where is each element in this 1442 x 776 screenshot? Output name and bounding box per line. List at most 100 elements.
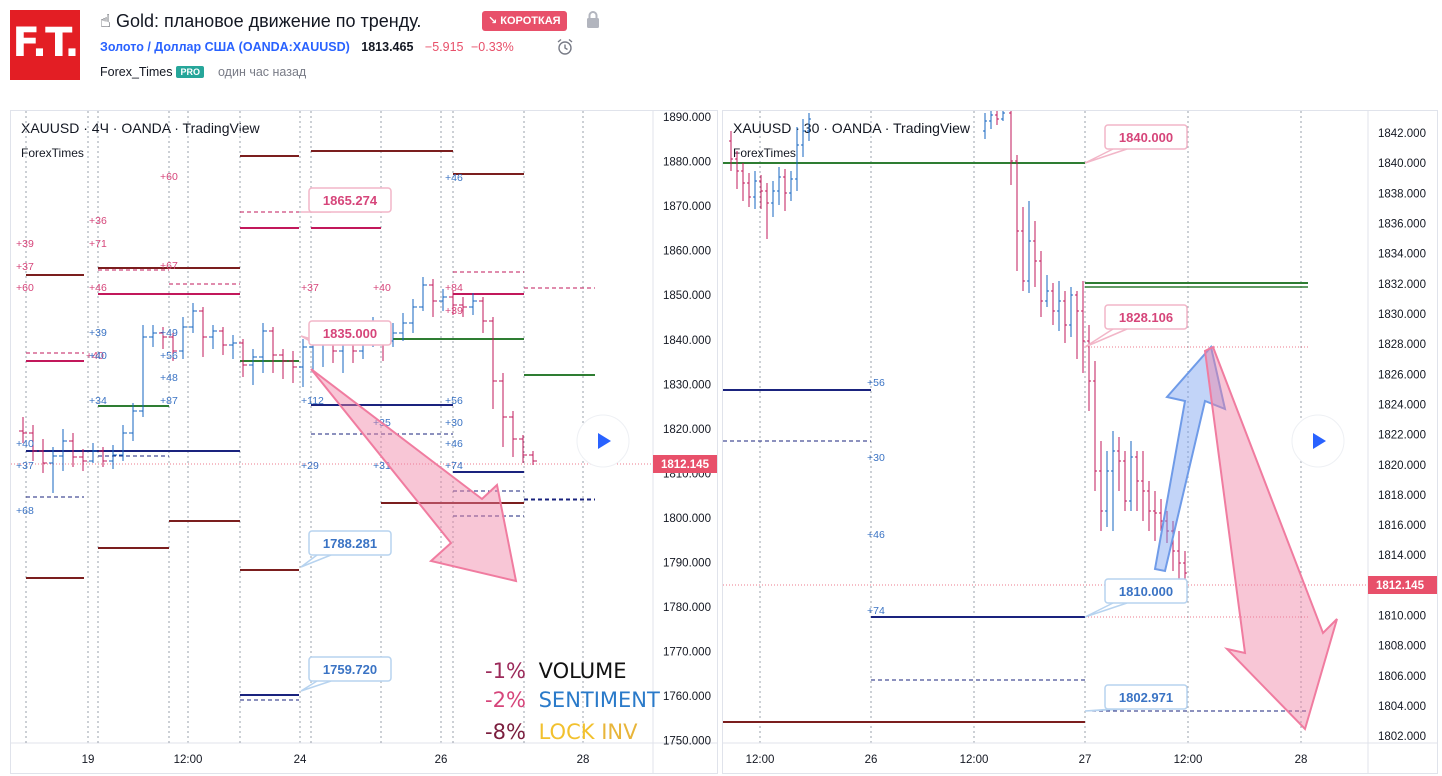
legend-row-sentiment: -2% SENTIMENT <box>485 686 660 715</box>
forecast-arrow-up <box>1153 344 1227 573</box>
level-label: +46 <box>445 172 463 184</box>
play-icon[interactable] <box>1313 433 1326 449</box>
chart-watermark: ForexTimes <box>733 146 796 160</box>
symbol-change-pct: −0.33% <box>470 40 514 54</box>
time-tick-label: 27 <box>1079 754 1092 766</box>
price-tick-label: 1804.000 <box>1378 701 1426 713</box>
level-label: +84 <box>445 282 463 294</box>
level-label: +56 <box>445 395 463 407</box>
author-logo[interactable]: F.T. <box>10 10 80 80</box>
price-tick-label: 1770.000 <box>663 647 711 659</box>
author-name[interactable]: Forex_Times <box>100 65 173 79</box>
price-tick-label: 1832.000 <box>1378 279 1426 291</box>
legend-pct: -1% <box>485 659 526 683</box>
pro-badge: PRO <box>176 66 204 78</box>
level-label: +56 <box>867 377 885 389</box>
price-tick-label: 1760.000 <box>663 691 711 703</box>
right-chart-canvas[interactable]: 12:00 26 12:00 27 12:00 28 1842.000 1840.000 183… <box>723 111 1437 773</box>
level-label: +49 <box>160 327 178 339</box>
level-label: +29 <box>301 460 319 472</box>
price-callout[interactable] <box>1104 124 1188 150</box>
symbol-link[interactable]: Золото / Доллар США (OANDA:XAUUSD) <box>100 40 350 54</box>
price-tick-label: 1810.000 <box>1378 611 1426 623</box>
level-label: +40 <box>373 282 391 294</box>
price-tick-label: 1790.000 <box>663 558 711 570</box>
current-price-badge <box>1368 576 1437 594</box>
price-tick-label: 1850.000 <box>663 290 711 302</box>
price-callout[interactable] <box>308 530 392 556</box>
level-label: +68 <box>16 505 34 517</box>
level-label: +39 <box>89 327 107 339</box>
price-tick-label: 1830.000 <box>663 379 711 391</box>
legend-extra: INV <box>601 720 638 744</box>
chart-legend: -1% VOLUME -2% SENTIMENT -8% LOCK INV <box>485 657 660 747</box>
price-tick-label: 1802.000 <box>1378 731 1426 743</box>
published-time: один час назад <box>217 65 307 79</box>
play-icon[interactable] <box>598 433 611 449</box>
left-chart-canvas[interactable]: 19 12:00 24 26 28 1890.000 1880.000 1870.000 186… <box>11 111 717 773</box>
level-label: +39 <box>445 305 463 317</box>
legend-label: SENTIMENT <box>538 688 660 712</box>
price-callout-label: 1828.106 <box>1119 310 1173 325</box>
price-tick-label: 1836.000 <box>1378 218 1426 230</box>
price-tick-label: 1780.000 <box>663 602 711 614</box>
time-tick-label: 12:00 <box>174 754 203 766</box>
callout-pointer <box>300 680 332 692</box>
price-tick-label: 1824.000 <box>1378 399 1426 411</box>
price-callout[interactable] <box>308 320 392 346</box>
logo-text: F.T. <box>12 20 79 66</box>
price-tick-label: 1808.000 <box>1378 641 1426 653</box>
price-callout-label: 1788.281 <box>323 536 377 551</box>
level-label: +87 <box>160 395 178 407</box>
right-chart[interactable]: 12:00 26 12:00 27 12:00 28 1842.000 1840.000 183… <box>722 110 1438 774</box>
current-price-label: 1812.145 <box>1376 580 1425 592</box>
left-chart[interactable]: 19 12:00 24 26 28 1890.000 1880.000 1870.000 186… <box>10 110 718 774</box>
level-label: +37 <box>16 460 34 472</box>
level-label: +40 <box>89 350 107 362</box>
symbol-change: −5.915 <box>424 40 464 54</box>
idea-title: ☝ Gold: плановое движение по тренду. <box>100 11 422 31</box>
author-line: Forex_Times PRO один час назад <box>100 65 306 79</box>
price-tick-label: 1750.000 <box>663 736 711 748</box>
short-badge: ↘ КОРОТКАЯ <box>482 11 567 31</box>
level-label: +40 <box>86 350 104 362</box>
price-callout[interactable] <box>1104 304 1188 330</box>
callout-pointer <box>300 554 332 568</box>
legend-pct: -8% <box>485 720 526 744</box>
time-tick-label: 26 <box>435 754 448 766</box>
price-tick-label: 1860.000 <box>663 246 711 258</box>
chart-watermark: ForexTimes <box>21 146 84 160</box>
price-callout-label: 1810.000 <box>1119 584 1173 599</box>
price-callout-label: 1835.000 <box>323 326 377 341</box>
level-label: +112 <box>301 395 324 407</box>
time-tick-label: 19 <box>82 754 95 766</box>
price-callout[interactable] <box>1104 684 1188 710</box>
price-callout[interactable] <box>1104 578 1188 604</box>
time-tick-label: 24 <box>294 754 307 766</box>
level-label: +30 <box>867 452 885 464</box>
alarm-clock-icon[interactable] <box>556 38 574 56</box>
chart-title: XAUUSD · 30 · OANDA · TradingView <box>733 120 971 136</box>
level-label: +46 <box>89 282 107 294</box>
level-label: +30 <box>445 417 463 429</box>
level-label: +46 <box>445 438 463 450</box>
callout-pointer <box>1084 602 1128 618</box>
level-label: +74 <box>445 460 463 472</box>
time-tick-label: 12:00 <box>746 754 775 766</box>
price-callout-label: 1865.274 <box>323 193 378 208</box>
chart-title: XAUUSD · 4Ч · OANDA · TradingView <box>21 120 260 136</box>
price-tick-label: 1828.000 <box>1378 339 1426 351</box>
forecast-arrow-down <box>1203 345 1338 731</box>
current-price-label: 1812.145 <box>661 459 710 471</box>
price-callout[interactable] <box>308 656 392 682</box>
price-callout[interactable] <box>308 187 392 213</box>
level-label: +37 <box>301 282 319 294</box>
forecast-arrow-down <box>310 368 518 583</box>
level-label: +36 <box>89 215 107 227</box>
idea-header: F.T. ☝ Gold: плановое движение по тренду… <box>0 0 1442 100</box>
price-tick-label: 1816.000 <box>1378 520 1426 532</box>
price-tick-label: 1806.000 <box>1378 671 1426 683</box>
price-tick-label: 1842.000 <box>1378 128 1426 140</box>
level-label: +40 <box>16 438 34 450</box>
level-label: +74 <box>867 605 885 617</box>
